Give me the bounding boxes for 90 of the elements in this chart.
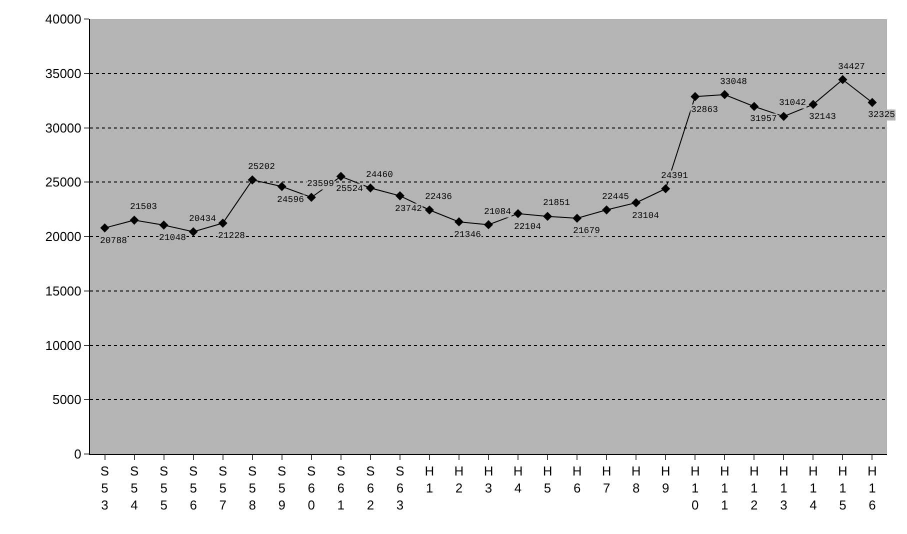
data-label: 21346 xyxy=(454,230,482,240)
x-tick-label: H13 xyxy=(778,464,788,512)
point xyxy=(779,112,788,121)
data-label: 22104 xyxy=(514,222,542,232)
x-tick-label: H5 xyxy=(542,464,552,496)
point xyxy=(661,184,670,194)
point xyxy=(602,205,612,214)
point xyxy=(336,172,346,181)
data-label: 23599 xyxy=(307,179,334,189)
point xyxy=(130,216,139,225)
point xyxy=(218,218,228,228)
x-tick-label: H3 xyxy=(484,464,494,496)
x-tick-label: H1 xyxy=(424,464,434,496)
x-tick-label: H4 xyxy=(513,464,523,496)
data-label: 25524 xyxy=(336,184,364,194)
data-label: 23104 xyxy=(632,211,660,221)
point xyxy=(454,217,464,226)
x-tick-label: S56 xyxy=(188,464,198,512)
x-tick-label: S62 xyxy=(366,464,376,512)
y-tick-label: 15000 xyxy=(45,283,82,298)
data-label: 20434 xyxy=(189,214,216,224)
y-tick-label: 35000 xyxy=(45,66,82,81)
point xyxy=(100,223,110,232)
y-tick-label: 40000 xyxy=(45,12,82,27)
x-tick-label: H6 xyxy=(572,464,582,496)
x-tick-label: H10 xyxy=(690,464,700,512)
x-tick-label: S54 xyxy=(130,464,139,512)
x-tick-label: S53 xyxy=(100,464,110,512)
x-tick-label: H15 xyxy=(838,464,848,512)
x-tick-label: H2 xyxy=(454,464,464,496)
data-label: 24596 xyxy=(277,195,304,205)
x-tick-label: S59 xyxy=(278,464,287,512)
x-tick-label: H9 xyxy=(660,464,670,496)
x-tick-label: S58 xyxy=(248,464,258,512)
x-tick-label: S55 xyxy=(159,464,168,512)
data-label: 31957 xyxy=(750,114,778,124)
point xyxy=(838,75,848,84)
point xyxy=(750,102,759,112)
data-label: 24391 xyxy=(661,171,688,181)
x-tick-label: H8 xyxy=(631,464,641,496)
y-tick-label: 20000 xyxy=(45,229,82,244)
data-label: 21679 xyxy=(573,226,600,236)
data-label: 21048 xyxy=(159,233,186,243)
point xyxy=(188,227,198,236)
data-label: 33048 xyxy=(720,77,748,87)
x-tick-label: H16 xyxy=(868,464,877,512)
point xyxy=(159,220,168,230)
data-label: 32325 xyxy=(868,110,896,120)
data-label: 32143 xyxy=(809,112,836,122)
point xyxy=(277,182,286,192)
data-label: 34427 xyxy=(838,62,866,72)
point xyxy=(395,191,404,200)
data-label: 25202 xyxy=(248,162,276,172)
data-label: 20788 xyxy=(100,236,128,246)
data-label: 32863 xyxy=(691,105,718,115)
point xyxy=(513,209,523,218)
point xyxy=(572,214,582,223)
data-label: 21228 xyxy=(218,231,246,241)
x-tick-label: S57 xyxy=(218,464,228,512)
point xyxy=(720,90,730,100)
point xyxy=(808,100,818,109)
y-tick-label: 30000 xyxy=(45,120,82,136)
point xyxy=(542,212,552,221)
x-tick-label: H12 xyxy=(749,464,759,512)
y-tick-label: 0 xyxy=(74,446,82,462)
x-tick-label: H11 xyxy=(720,464,730,512)
x-tick-label: S63 xyxy=(396,464,405,512)
point xyxy=(690,92,700,102)
y-tick-label: 5000 xyxy=(52,392,82,408)
data-label: 23742 xyxy=(395,204,422,214)
point xyxy=(424,205,434,215)
data-label: 22445 xyxy=(602,192,630,202)
data-label: 21851 xyxy=(543,198,570,208)
data-label: 22436 xyxy=(425,192,452,202)
point xyxy=(632,198,641,208)
data-label: 21503 xyxy=(130,202,158,212)
point xyxy=(248,175,257,184)
point xyxy=(306,192,316,202)
data-label: 21084 xyxy=(484,207,512,217)
point xyxy=(484,220,494,230)
data-label: 24460 xyxy=(366,170,394,180)
y-tick-label: 25000 xyxy=(45,174,82,190)
point xyxy=(868,98,877,108)
x-tick-label: H7 xyxy=(602,464,612,496)
data-label: 31042 xyxy=(779,98,806,108)
point xyxy=(366,183,375,193)
x-tick-label: S61 xyxy=(336,464,346,512)
y-tick-label: 10000 xyxy=(45,338,82,353)
x-tick-label: H14 xyxy=(808,464,818,512)
x-tick-label: S60 xyxy=(307,464,316,512)
